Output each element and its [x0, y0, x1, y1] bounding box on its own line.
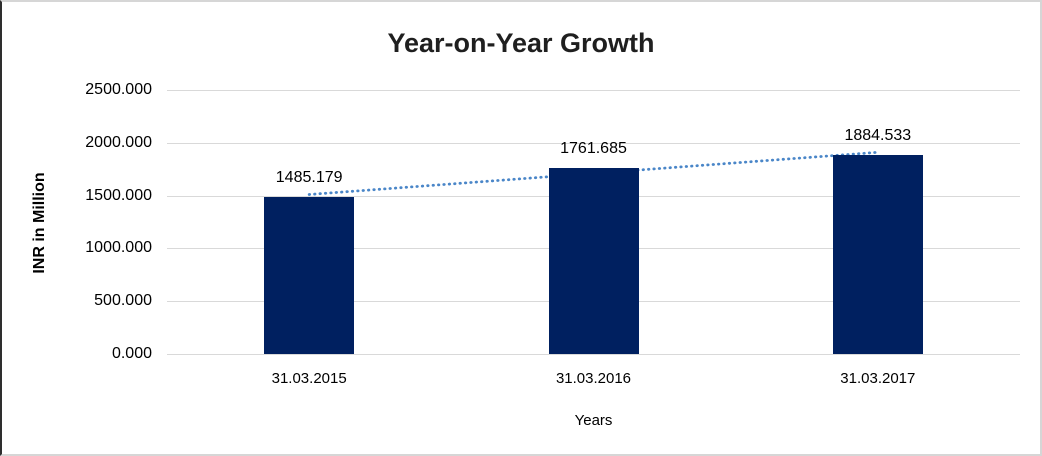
y-tick-label: 1500.000: [85, 186, 152, 204]
y-tick-label: 0.000: [111, 345, 152, 362]
y-tick-label: 2000.000: [85, 133, 152, 151]
x-category-label: 31.03.2015: [271, 370, 347, 387]
x-category-label: 31.03.2017: [840, 370, 916, 387]
x-category-label: 31.03.2016: [555, 370, 632, 387]
y-tick-label: 500.000: [94, 292, 152, 310]
bar-data-label: 1485.179: [275, 169, 343, 187]
y-tick-label: 1000.000: [85, 239, 152, 257]
bar: [264, 197, 355, 354]
y-tick-label: 2500.000: [85, 81, 152, 98]
bar: [832, 154, 923, 354]
gridline: [167, 142, 1020, 144]
x-axis-title: Years: [574, 412, 613, 429]
bar-data-label: 1884.533: [844, 126, 912, 144]
bar: [548, 167, 639, 354]
gridline: [167, 354, 1020, 355]
gridline: [167, 90, 1020, 91]
bar-data-label: 1761.685: [560, 139, 627, 157]
chart-title: Year-on-Year Growth: [387, 28, 655, 58]
